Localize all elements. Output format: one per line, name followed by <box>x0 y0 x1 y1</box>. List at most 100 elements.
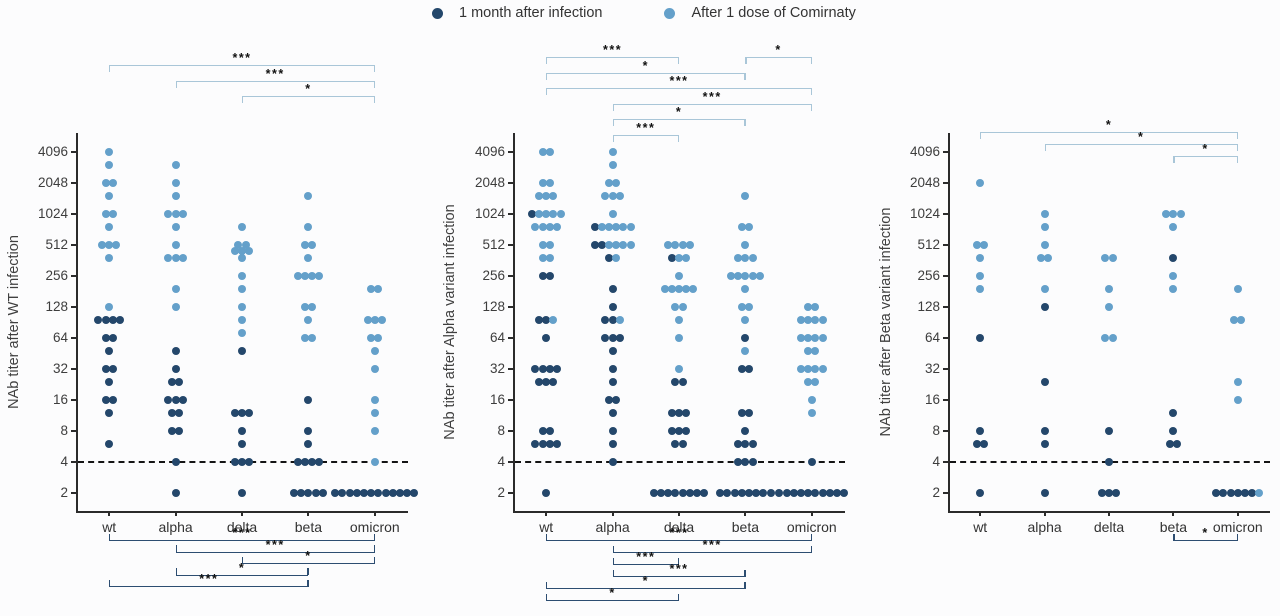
y-tick-label: 2 <box>60 485 68 500</box>
data-point <box>171 396 180 404</box>
y-axis <box>76 133 78 511</box>
sig-bracket-tick <box>373 545 376 552</box>
data-point <box>1108 334 1117 342</box>
sig-bracket-tick <box>810 88 813 95</box>
data-point <box>553 439 561 448</box>
sig-bracket-tick <box>612 557 614 565</box>
sig-bracket-tick <box>744 72 746 80</box>
y-tick-label: 4 <box>932 454 940 469</box>
data-point <box>766 489 775 497</box>
data-point <box>1248 489 1257 497</box>
data-point <box>178 210 187 218</box>
data-point <box>615 315 624 324</box>
data-point <box>545 272 554 280</box>
data-point <box>1169 253 1178 262</box>
sig-bracket-tick <box>546 593 548 601</box>
data-point <box>308 241 316 249</box>
data-point <box>976 427 985 435</box>
data-point <box>682 253 691 262</box>
data-point <box>175 408 184 417</box>
data-point <box>545 148 554 156</box>
sig-bracket-tick <box>307 579 309 587</box>
data-point <box>290 489 298 497</box>
data-point <box>105 148 114 156</box>
data-point <box>797 365 805 373</box>
data-point <box>615 334 624 342</box>
sig-bracket-tick <box>744 569 746 577</box>
y-axis-title: NAb titer after Beta variant infection <box>878 207 894 437</box>
data-point <box>1105 489 1113 497</box>
sig-bracket-tick <box>678 57 680 64</box>
data-point <box>608 408 617 417</box>
data-point <box>388 489 397 497</box>
data-point <box>664 489 673 497</box>
data-point <box>168 377 176 386</box>
data-point <box>605 253 613 262</box>
data-point <box>241 241 250 249</box>
data-point <box>811 489 820 497</box>
sig-label: *** <box>702 538 722 552</box>
data-point <box>293 458 302 466</box>
y-tick-mark <box>508 182 513 184</box>
data-point <box>682 427 691 435</box>
data-point <box>105 160 114 169</box>
data-point <box>331 489 340 497</box>
data-point <box>619 241 628 249</box>
sig-bracket-tick <box>1236 144 1239 151</box>
data-point <box>410 489 419 497</box>
data-point <box>374 334 383 342</box>
data-point <box>345 489 354 497</box>
data-point <box>667 284 676 293</box>
data-point <box>678 303 687 311</box>
data-point <box>1037 253 1045 262</box>
legend-dot-infection-icon <box>432 7 443 19</box>
x-tick-mark <box>1043 511 1046 516</box>
y-tick-label: 2048 <box>474 175 505 190</box>
y-tick-label: 2048 <box>909 175 940 190</box>
data-point <box>1226 489 1235 497</box>
legend-dot-vaccine-icon <box>664 7 676 19</box>
data-point <box>689 284 698 293</box>
data-point <box>671 303 680 311</box>
data-point <box>545 365 554 373</box>
data-point <box>601 191 610 200</box>
y-tick-mark <box>943 275 948 277</box>
data-point <box>682 408 691 417</box>
y-tick-mark <box>71 461 76 463</box>
data-point <box>238 408 246 417</box>
data-point <box>608 191 617 200</box>
data-point <box>1105 284 1113 293</box>
data-point <box>542 315 551 324</box>
data-point <box>105 303 114 311</box>
data-point <box>164 396 173 404</box>
y-tick-mark <box>508 337 513 339</box>
data-point <box>308 458 316 466</box>
sig-bracket-tick <box>744 581 746 589</box>
data-point <box>608 284 617 293</box>
data-point <box>101 179 110 187</box>
data-point <box>245 458 254 466</box>
data-point <box>245 408 254 417</box>
y-tick-label: 128 <box>917 299 940 314</box>
data-point <box>807 408 816 417</box>
data-point <box>370 458 379 466</box>
x-tick-label-delta: delta <box>1093 519 1125 535</box>
data-point <box>1237 315 1246 324</box>
data-point <box>101 396 110 404</box>
data-point <box>741 253 750 262</box>
data-point <box>116 315 124 324</box>
data-point <box>1040 377 1049 386</box>
data-point <box>370 396 379 404</box>
y-axis-title: NAb titer after WT infection <box>6 235 22 409</box>
data-point <box>549 191 558 200</box>
data-point <box>538 253 547 262</box>
sig-bracket-tick <box>109 65 111 72</box>
data-point <box>745 489 753 497</box>
sig-bracket-tick <box>373 65 376 72</box>
sig-label: *** <box>669 562 689 576</box>
sig-bracket-tick <box>1044 144 1046 151</box>
data-point <box>608 148 617 156</box>
data-point <box>678 489 687 497</box>
y-tick-mark <box>71 151 76 153</box>
data-point <box>693 489 701 497</box>
